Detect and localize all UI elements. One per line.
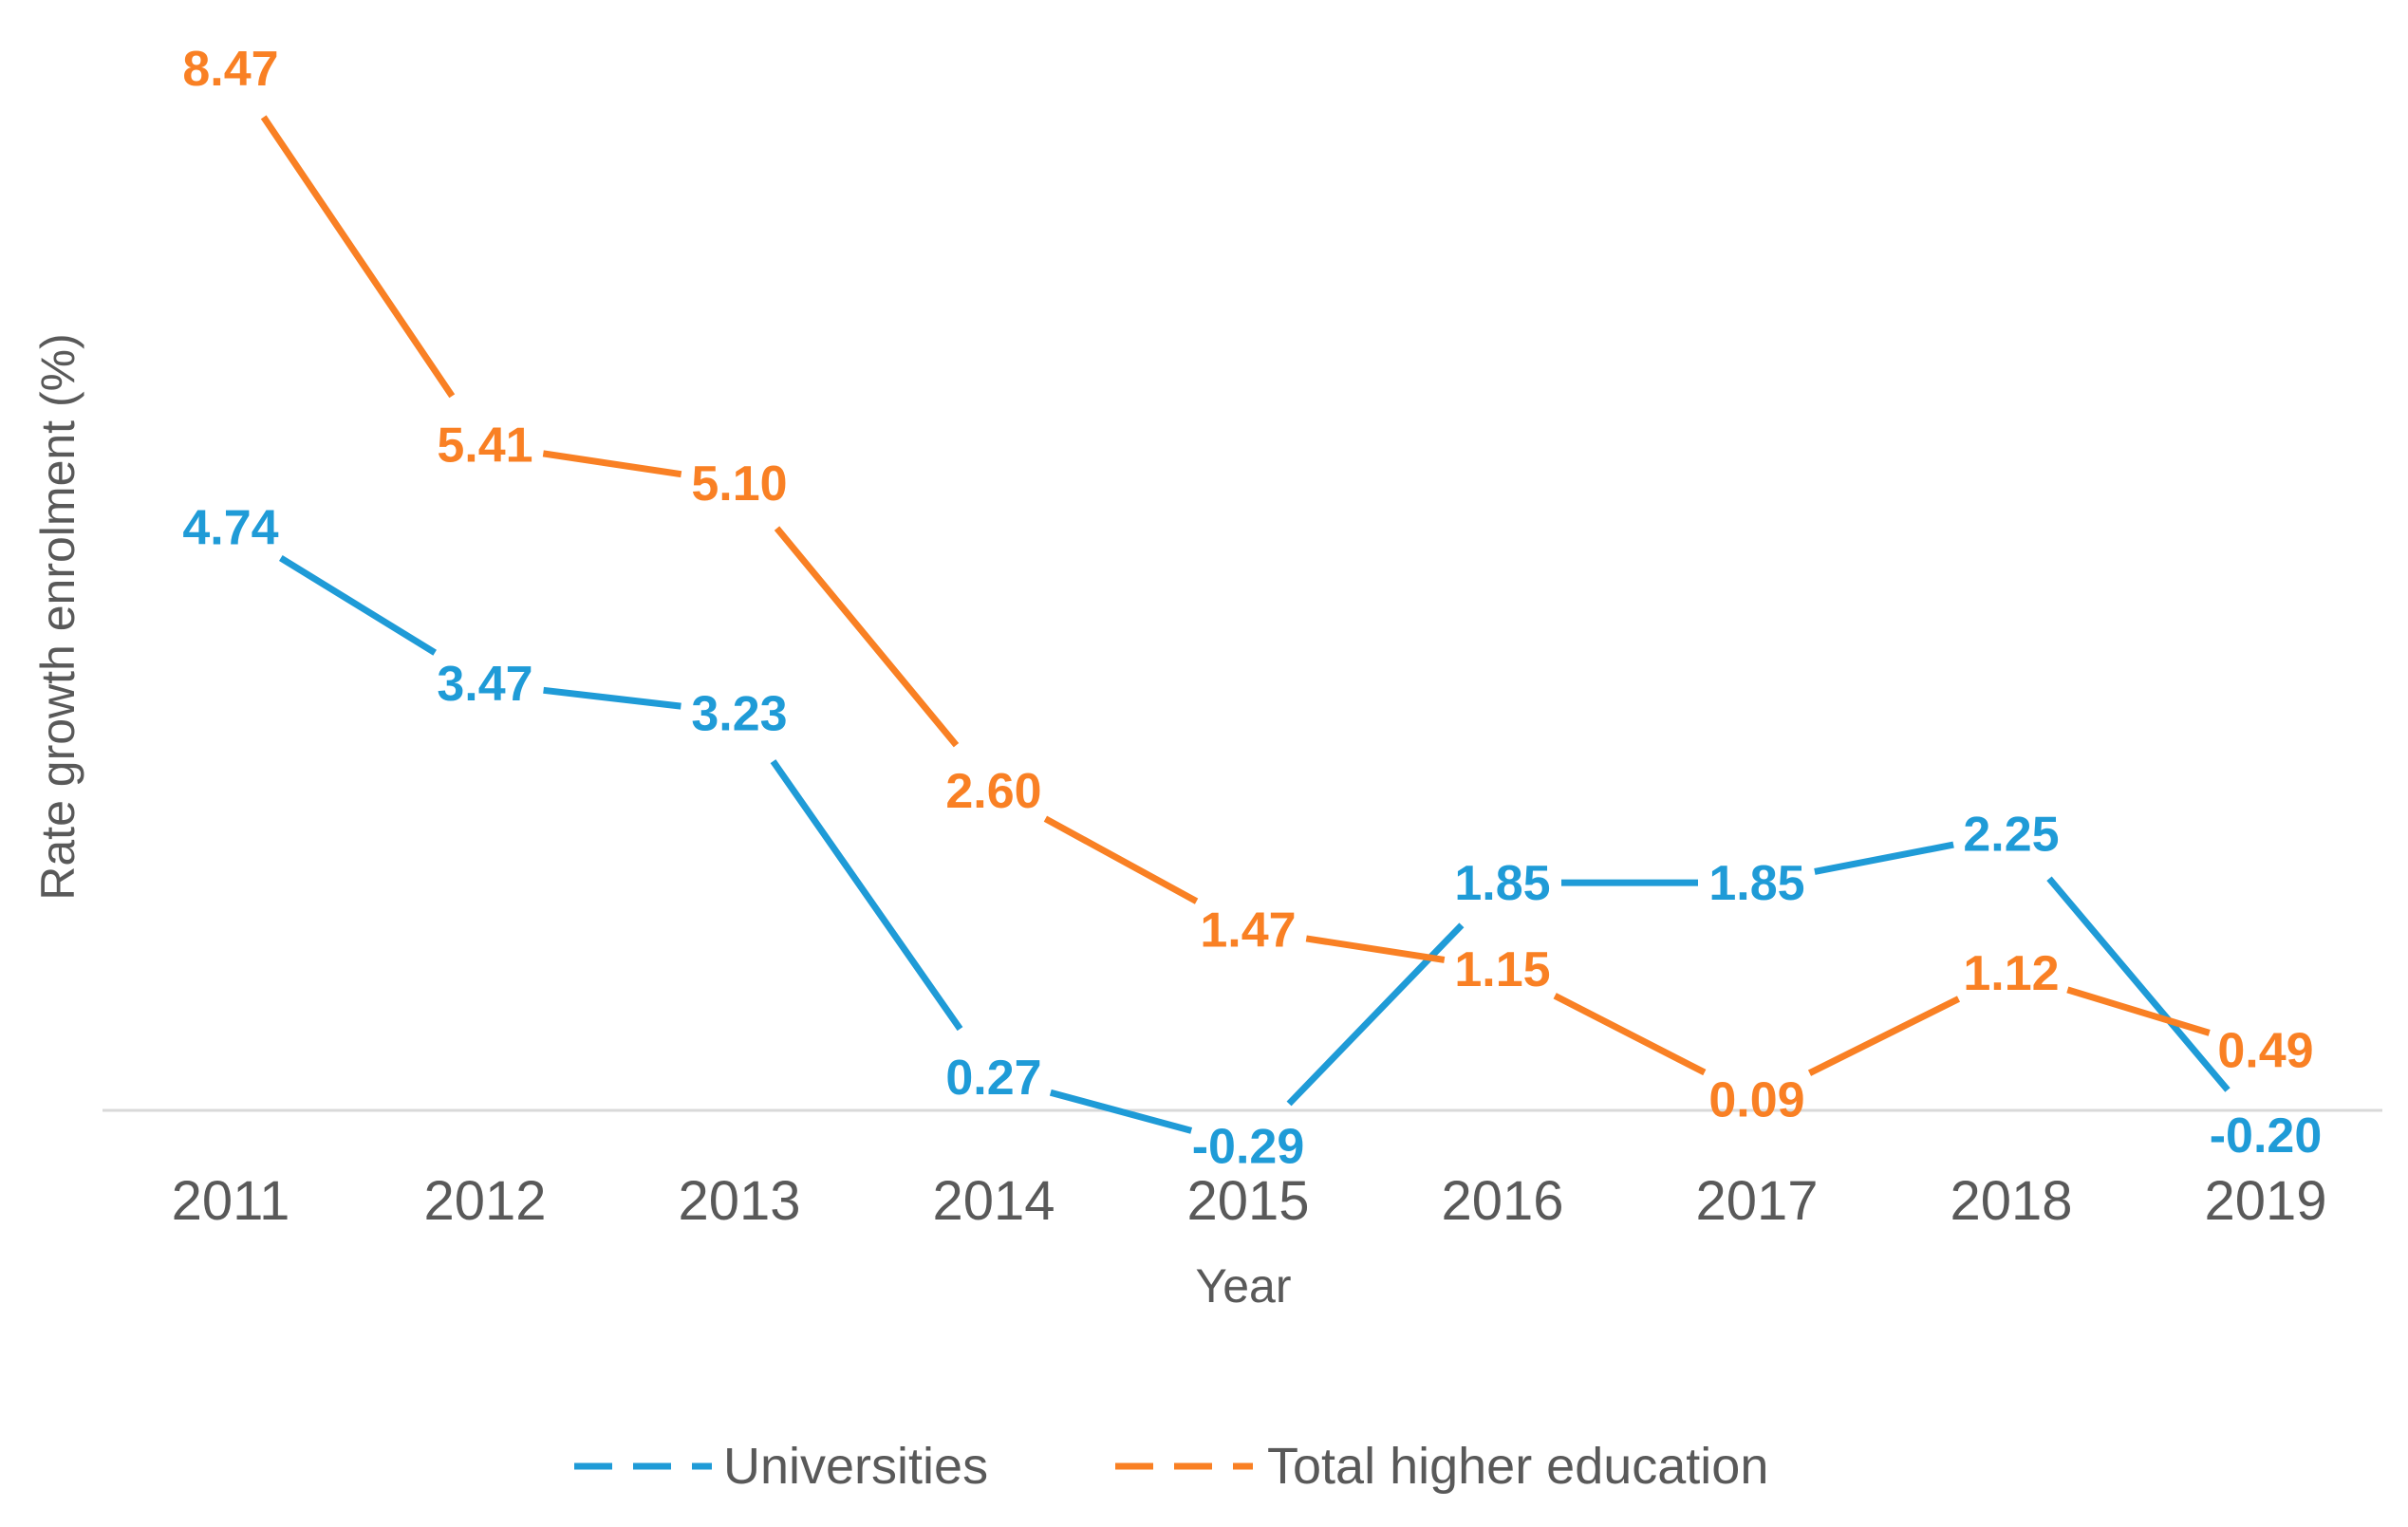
x-tick-label-2018: 2018 — [1950, 1170, 2072, 1232]
legend-label: Total higher education — [1267, 1438, 1768, 1495]
series-segment — [2046, 876, 2231, 1092]
series-segment — [1807, 996, 1961, 1076]
data-label: 5.41 — [437, 419, 532, 474]
data-label: 1.15 — [1454, 942, 1550, 997]
data-label: 2.25 — [1963, 807, 2059, 862]
data-label: -0.20 — [2210, 1108, 2323, 1164]
data-label: 2.60 — [945, 764, 1041, 819]
series-layer: 4.743.473.230.27-0.291.85 1.852.25-0.208.… — [182, 42, 2322, 1175]
data-label: 1.85 — [1454, 856, 1550, 911]
x-tick-label-2019: 2019 — [2204, 1170, 2326, 1232]
series-segment — [1553, 993, 1707, 1076]
series-segment — [774, 526, 960, 748]
x-tick-label-2015: 2015 — [1186, 1170, 1309, 1232]
legend-item-universities: Universities — [574, 1438, 988, 1495]
series-segment — [278, 555, 438, 656]
x-tick-label-2014: 2014 — [932, 1170, 1055, 1232]
x-tick-label-2012: 2012 — [423, 1170, 546, 1232]
series-segment — [2066, 986, 2211, 1036]
data-label: 1.47 — [1200, 903, 1296, 958]
data-label: -0.29 — [1192, 1120, 1305, 1175]
x-tick-label-2013: 2013 — [678, 1170, 800, 1232]
data-label: 0.09 — [1708, 1072, 1804, 1127]
data-label: 1.85 — [1708, 856, 1804, 911]
data-label: 5.10 — [691, 456, 787, 512]
series-segment — [770, 759, 963, 1032]
legend: Universities Total higher education — [574, 1438, 1768, 1495]
x-tick-label-2017: 2017 — [1695, 1170, 1818, 1232]
data-label: 0.27 — [945, 1051, 1041, 1106]
x-tick-label-2016: 2016 — [1441, 1170, 1563, 1232]
data-label: 8.47 — [182, 42, 278, 97]
series-segment — [260, 115, 456, 399]
data-label: 4.74 — [182, 501, 278, 556]
series-segment — [1305, 935, 1446, 963]
series-universities: 4.74 3.47 3.23 0.27 -0.29 1.85 1.85 2.25 -0.20 — [182, 501, 2322, 1175]
data-label: 0.49 — [2217, 1023, 2313, 1078]
series-segment — [1814, 841, 1954, 875]
data-label: 3.47 — [437, 657, 532, 712]
x-tick-label-2011: 2011 — [172, 1170, 290, 1232]
x-tick-labels: 2011 2012 2013 2014 2015 2016 2017 2018 2019 — [172, 1170, 2327, 1232]
series-segment — [1049, 1089, 1193, 1134]
data-label: 1.12 — [1963, 946, 2059, 1001]
y-axis-title: Rate growth enrolment (%) — [31, 333, 84, 900]
series-segment — [543, 686, 681, 710]
legend-item-total-higher-education: Total higher education — [1115, 1438, 1768, 1495]
x-axis-title: Year — [1195, 1259, 1291, 1313]
series-segment — [542, 450, 682, 478]
data-label: 3.23 — [691, 686, 787, 741]
legend-label: Universities — [723, 1438, 988, 1495]
series-segment — [1043, 815, 1199, 904]
series-total-higher-education: 8.47 5.41 5.10 2.60 1.47 1.15 0.09 1.12 0.49 — [182, 42, 2313, 1127]
